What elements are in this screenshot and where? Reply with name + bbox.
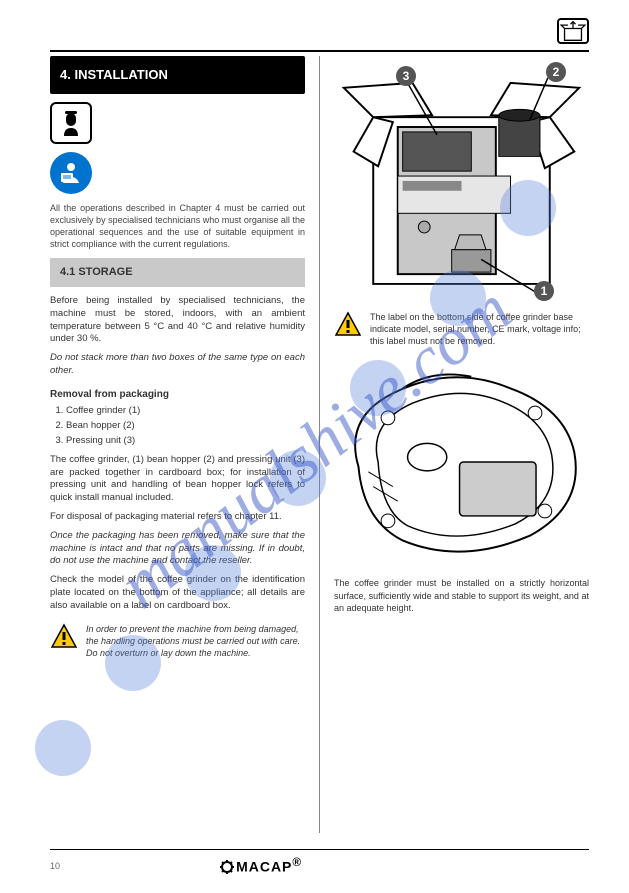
callout-1: 1	[534, 281, 554, 301]
base-plate-svg	[334, 357, 589, 567]
callout-3: 3	[396, 66, 416, 86]
unbox-p2: For disposal of packaging material refer…	[50, 511, 305, 524]
callout-2: 2	[546, 62, 566, 82]
label-warning-text: The label on the bottom side of coffee g…	[370, 311, 589, 347]
unbox-p1: The coffee grinder, (1) bean hopper (2) …	[50, 454, 305, 505]
box-diagram-svg	[334, 56, 589, 301]
figure-unboxing: 1 2 3	[334, 56, 589, 301]
page-number: 10	[50, 861, 60, 871]
caution-handling: In order to prevent the machine from bei…	[50, 623, 305, 659]
list-item: Bean hopper (2)	[66, 420, 305, 433]
unboxing-icon	[557, 18, 589, 44]
manual-icon-row	[50, 152, 305, 194]
audience-icons	[50, 102, 305, 144]
storage-p2: Do not stack more than two boxes of the …	[50, 352, 305, 378]
read-manual-icon	[50, 152, 92, 194]
caution-text: In order to prevent the machine from bei…	[86, 623, 305, 659]
column-separator	[319, 56, 320, 833]
unboxing-heading: Removal from packaging	[50, 388, 305, 402]
header-rule	[50, 50, 589, 52]
unbox-p4: Check the model of the coffee grinder on…	[50, 574, 305, 612]
list-item: Pressing unit (3)	[66, 435, 305, 448]
gear-icon	[220, 860, 234, 874]
warning-icon	[50, 623, 78, 649]
technician-icon	[50, 102, 92, 144]
list-item: Coffee grinder (1)	[66, 405, 305, 418]
unbox-list: Coffee grinder (1) Bean hopper (2) Press…	[50, 405, 305, 447]
warning-icon	[334, 311, 362, 337]
page-footer: 10 MACAP® Cod. 7770.038 Rev. 01 02/2020	[50, 849, 589, 875]
unbox-p3: Once the packaging has been removed, mak…	[50, 530, 305, 568]
content-columns: 4. INSTALLATION All the operations descr…	[50, 56, 589, 833]
right-column: 1 2 3 The label on the bottom side of co…	[334, 56, 589, 833]
section-heading-installation: 4. INSTALLATION	[50, 56, 305, 94]
intro-text: All the operations described in Chapter …	[50, 202, 305, 251]
left-column: 4. INSTALLATION All the operations descr…	[50, 56, 305, 833]
figure-base-plate	[334, 357, 589, 567]
brand-logo: MACAP®	[220, 856, 302, 875]
subsection-storage: 4.1 STORAGE	[50, 258, 305, 287]
caution-label: The label on the bottom side of coffee g…	[334, 311, 589, 347]
install-surface-text: The coffee grinder must be installed on …	[334, 577, 589, 613]
brand-text: MACAP	[236, 859, 292, 875]
storage-p1: Before being installed by specialised te…	[50, 295, 305, 346]
